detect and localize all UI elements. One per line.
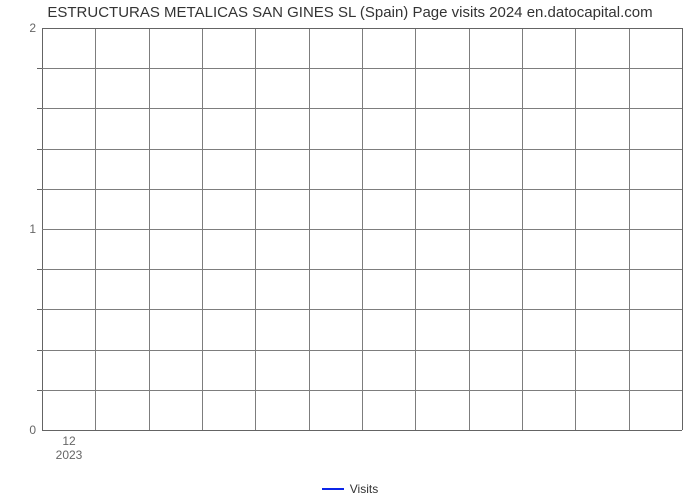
xtick-label-month: 12 bbox=[62, 434, 75, 448]
gridline-h bbox=[42, 229, 682, 230]
gridline-h bbox=[42, 108, 682, 109]
chart-title: ESTRUCTURAS METALICAS SAN GINES SL (Spai… bbox=[0, 4, 700, 21]
ytick-minor bbox=[37, 189, 42, 190]
ytick-minor bbox=[37, 149, 42, 150]
ytick-minor bbox=[37, 108, 42, 109]
gridline-h bbox=[42, 269, 682, 270]
ytick-minor bbox=[37, 68, 42, 69]
ytick-minor bbox=[37, 269, 42, 270]
legend-label-visits: Visits bbox=[350, 482, 378, 496]
visits-chart: ESTRUCTURAS METALICAS SAN GINES SL (Spai… bbox=[0, 0, 700, 500]
legend: Visits bbox=[0, 482, 700, 496]
plot-border-h bbox=[42, 430, 682, 431]
gridline-h bbox=[42, 189, 682, 190]
ytick-minor bbox=[37, 350, 42, 351]
plot-border-v bbox=[682, 28, 683, 430]
ytick-label: 1 bbox=[29, 222, 36, 236]
ytick-minor bbox=[37, 390, 42, 391]
gridline-h bbox=[42, 149, 682, 150]
ytick-label: 0 bbox=[29, 423, 36, 437]
plot-border-h bbox=[42, 28, 682, 29]
xtick-label-year: 2023 bbox=[56, 448, 83, 462]
ytick-label: 2 bbox=[29, 21, 36, 35]
plot-area: 122023012 bbox=[42, 28, 682, 430]
legend-swatch-visits bbox=[322, 488, 344, 490]
gridline-h bbox=[42, 350, 682, 351]
gridline-h bbox=[42, 309, 682, 310]
gridline-h bbox=[42, 390, 682, 391]
gridline-h bbox=[42, 68, 682, 69]
ytick-minor bbox=[37, 309, 42, 310]
